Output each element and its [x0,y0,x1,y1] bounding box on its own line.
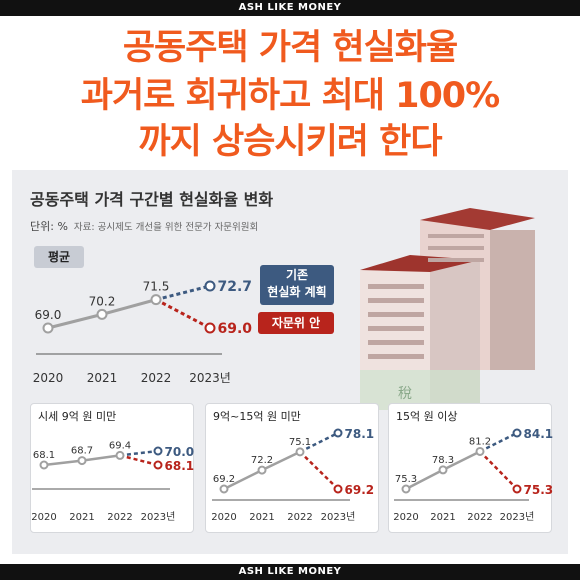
average-tick-label: 2021 [87,371,118,385]
card-over-15 [388,403,552,533]
under-9-tick-label: 2020 [31,512,56,523]
under-9-point [115,450,125,460]
average-tick-label: 2022 [141,371,172,385]
average-data-label: 71.5 [143,280,170,294]
legend-advisory-plan: 자문위 안 [258,312,334,334]
rate-9-15-point [295,447,305,457]
average-data-label: 72.7 [218,279,253,295]
over-15-data-label: 75.3 [395,474,417,485]
over-15-series-line-2 [479,450,518,490]
rate-9-15-tick-label: 2022 [287,512,312,523]
rate-9-15-data-label: 69.2 [345,483,375,497]
average-data-label: 69.0 [35,308,62,322]
over-15-data-label: 81.2 [469,436,491,447]
rate-9-15-series-line-1 [299,431,339,453]
under-9-point [39,460,49,470]
rate-9-15-point [257,465,267,475]
building-windows [368,234,484,359]
card-9-15-title: 9억~15억 원 미만 [213,410,301,423]
under-9-data-label: 70.0 [165,445,195,459]
under-9-data-label: 68.1 [33,450,55,461]
average-point [150,294,162,306]
rate-9-15-tick-label: 2021 [249,512,274,523]
average-badge: 평균 [34,246,84,268]
average-tick-label: 2020 [33,371,64,385]
legend-existing-plan: 기존 현실화 계획 [260,265,334,305]
average-point [42,322,54,334]
over-15-point [512,484,522,494]
legend-existing-plan-line1: 기존 [285,268,309,282]
under-9-data-label: 68.7 [71,446,93,457]
apartment-building-illustration: 稅 [360,208,535,410]
over-15-point [401,484,411,494]
over-15-tick-label: 2021 [430,512,455,523]
under-9-tick-label: 2022 [107,512,132,523]
under-9-point [153,460,163,470]
headline-line-1: 공동주택 가격 현실화율 [122,28,458,68]
rate-9-15-tick-label: 2020 [211,512,236,523]
under-9-point [77,456,87,466]
source-label: 자료: 공시제도 개선을 위한 전문가 자문위원회 [73,222,259,233]
rate-9-15-data-label: 69.2 [213,474,235,485]
average-tick-label: 2023년 [189,371,231,385]
average-data-label: 70.2 [89,294,116,308]
under-9-series-line-2 [119,454,159,467]
building-back-side [490,230,535,370]
rate-9-15-data-label: 78.1 [345,427,375,441]
card-under-9-title: 시세 9억 원 미만 [38,410,117,423]
unit-line: 단위: % 자료: 공시제도 개선을 위한 전문가 자문위원회 [30,218,258,234]
rate-9-15-point [333,428,343,438]
over-15-data-label: 75.3 [524,483,554,497]
over-15-data-label: 84.1 [524,427,554,441]
average-series-line-1 [155,284,211,302]
over-15-point [438,465,448,475]
card-under-9 [30,403,194,533]
under-9-data-label: 68.1 [165,459,195,473]
average-point [96,308,108,320]
under-9-series-line-1 [119,449,159,457]
over-15-point [475,446,485,456]
headline-line-2: 과거로 회귀하고 최대 100% [80,76,500,116]
unit-label: 단위: % [30,220,68,233]
average-rate-chart: 2020 2021 2022 2023년 69.0 70.2 71.5 72.7 69.0 [33,279,253,385]
rate-9-15-point [333,484,343,494]
average-series-line-2 [155,298,211,330]
bottom-brand-bar: ASH LIKE MONEY [0,564,580,580]
rate-9-15-data-label: 72.2 [251,455,273,466]
under-9-tick-label: 2021 [69,512,94,523]
legend-existing-plan-line2: 현실화 계획 [267,285,327,299]
over-15-rate-chart: 2020 2021 2022 2023년 75.3 78.3 81.2 84.1 75.3 [393,427,553,523]
under-9-tick-label: 2023년 [141,511,176,523]
rate-9-15-point [219,484,229,494]
over-15-point [512,428,522,438]
rate-9-15-chart: 2020 2021 2022 2023년 69.2 72.2 75.1 78.1 69.2 [211,427,375,523]
tax-glyph: 稅 [398,386,412,402]
rate-9-15-data-label: 75.1 [289,437,311,448]
rate-9-15-series-line-2 [299,450,339,490]
rate-9-15-tick-label: 2023년 [321,511,356,523]
card-over-15-title: 15억 원 이상 [396,410,458,423]
top-brand-bar: ASH LIKE MONEY [0,0,580,16]
headline-line-3: 까지 상승시키려 한다 [138,122,442,162]
under-9-data-label: 69.4 [109,440,131,451]
average-data-label: 69.0 [218,321,253,337]
building-back-roof [420,208,535,230]
average-point [204,322,216,334]
over-15-tick-label: 2023년 [500,511,535,523]
over-15-tick-label: 2020 [393,512,418,523]
average-point [204,280,216,292]
panel-title: 공동주택 가격 구간별 현실화율 변화 [30,190,274,209]
card-9-15 [205,403,379,533]
over-15-tick-label: 2022 [467,512,492,523]
over-15-data-label: 78.3 [432,455,454,466]
under-9-point [153,446,163,456]
